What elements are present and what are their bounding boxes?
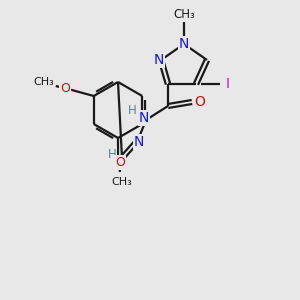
Text: I: I bbox=[226, 77, 230, 91]
Text: CH₃: CH₃ bbox=[33, 77, 54, 87]
Text: O: O bbox=[115, 155, 125, 169]
Text: N: N bbox=[154, 53, 164, 67]
Text: O: O bbox=[60, 82, 70, 95]
Text: O: O bbox=[195, 95, 206, 109]
Text: CH₃: CH₃ bbox=[173, 8, 195, 20]
Text: N: N bbox=[134, 135, 144, 149]
Text: N: N bbox=[179, 37, 189, 51]
Text: H: H bbox=[128, 103, 136, 116]
Text: N: N bbox=[139, 111, 149, 125]
Text: CH₃: CH₃ bbox=[112, 177, 132, 187]
Text: H: H bbox=[108, 148, 116, 160]
